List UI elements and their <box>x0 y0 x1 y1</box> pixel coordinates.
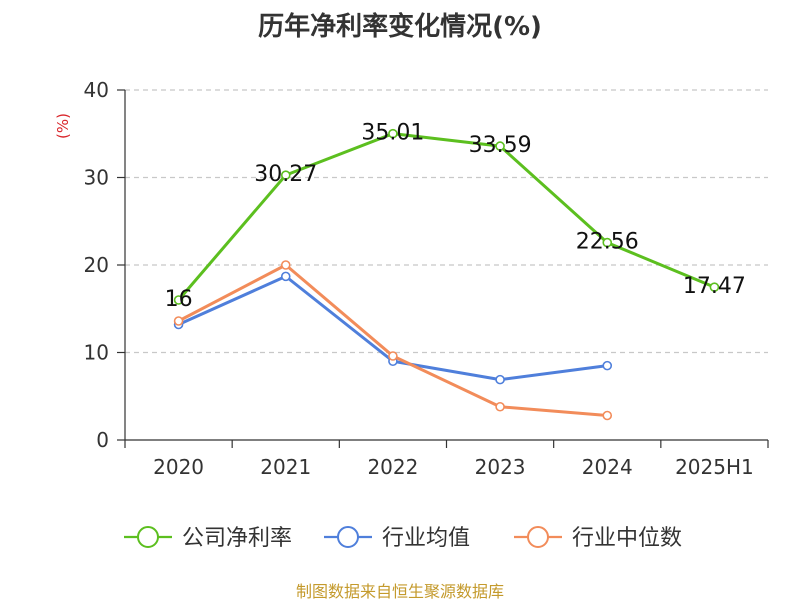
legend-swatch-marker-0 <box>137 526 159 548</box>
data-label-2022: 35.01 <box>361 121 424 146</box>
x-tick-label-2022: 2022 <box>367 455 418 479</box>
data-point-0-2024 <box>602 237 613 248</box>
data-point-1-2021 <box>280 271 291 282</box>
data-source-note: 制图数据来自恒生聚源数据库 <box>295 582 504 601</box>
x-tick-label-2023: 2023 <box>475 455 526 479</box>
data-point-0-2022 <box>388 128 398 139</box>
y-axis-label: (%) <box>54 113 72 139</box>
data-label-2025H1: 17.47 <box>683 274 746 299</box>
legend-label-1: 行业均值 <box>382 526 470 551</box>
x-tick-label-2024: 2024 <box>582 455 633 479</box>
data-labels: 16 30.27 35.01 33.59 22.56 17.47 <box>165 121 746 312</box>
y-tick-label-10: 10 <box>84 341 109 365</box>
y-tick-label-0: 0 <box>96 428 109 452</box>
data-point-0-2023 <box>495 141 505 151</box>
data-point-0-2025H1 <box>709 282 720 292</box>
legend-label-2: 行业中位数 <box>572 526 682 551</box>
data-label-2023: 33.59 <box>469 133 532 158</box>
data-point-2-2020 <box>173 316 184 326</box>
legend[interactable]: 公司净利率 行业均值 行业中位数 <box>124 526 682 551</box>
data-point-0-2020 <box>173 295 184 305</box>
legend-item-2[interactable]: 行业中位数 <box>514 526 682 551</box>
series-line-0 <box>177 132 715 301</box>
legend-item-1[interactable]: 行业均值 <box>324 526 470 551</box>
data-point-2-2024 <box>602 410 613 421</box>
data-point-2-2022 <box>388 351 398 361</box>
data-point-0-2021 <box>280 170 291 180</box>
chart-title: 历年净利率变化情况(%) <box>258 12 542 42</box>
y-tick-label-20: 20 <box>84 253 109 277</box>
legend-swatch-marker-1 <box>337 526 359 548</box>
y-tick-label-30: 30 <box>84 166 109 190</box>
x-tick-label-2020: 2020 <box>153 455 204 479</box>
y-tick-label-40: 40 <box>84 78 109 102</box>
axes: 0 10 20 30 40 (%) 2020 2021 2022 2023 2024 2025H1 <box>54 78 769 479</box>
legend-label-0: 公司净利率 <box>182 526 292 551</box>
grid-lines <box>125 89 768 354</box>
data-point-2-2021 <box>280 260 291 270</box>
series-line-2 <box>177 263 608 417</box>
data-label-2020: 16 <box>165 287 193 312</box>
x-tick-label-2025H1: 2025H1 <box>675 455 754 479</box>
data-label-2024: 22.56 <box>576 230 639 255</box>
legend-item-0[interactable]: 公司净利率 <box>124 526 292 551</box>
data-point-2-2023 <box>495 401 505 412</box>
x-tick-label-2021: 2021 <box>260 455 311 479</box>
data-point-1-2024 <box>602 360 613 371</box>
data-point-1-2023 <box>495 374 505 385</box>
data-label-2021: 30.27 <box>254 162 317 187</box>
legend-swatch-marker-2 <box>527 526 549 548</box>
series-layer <box>173 128 720 421</box>
